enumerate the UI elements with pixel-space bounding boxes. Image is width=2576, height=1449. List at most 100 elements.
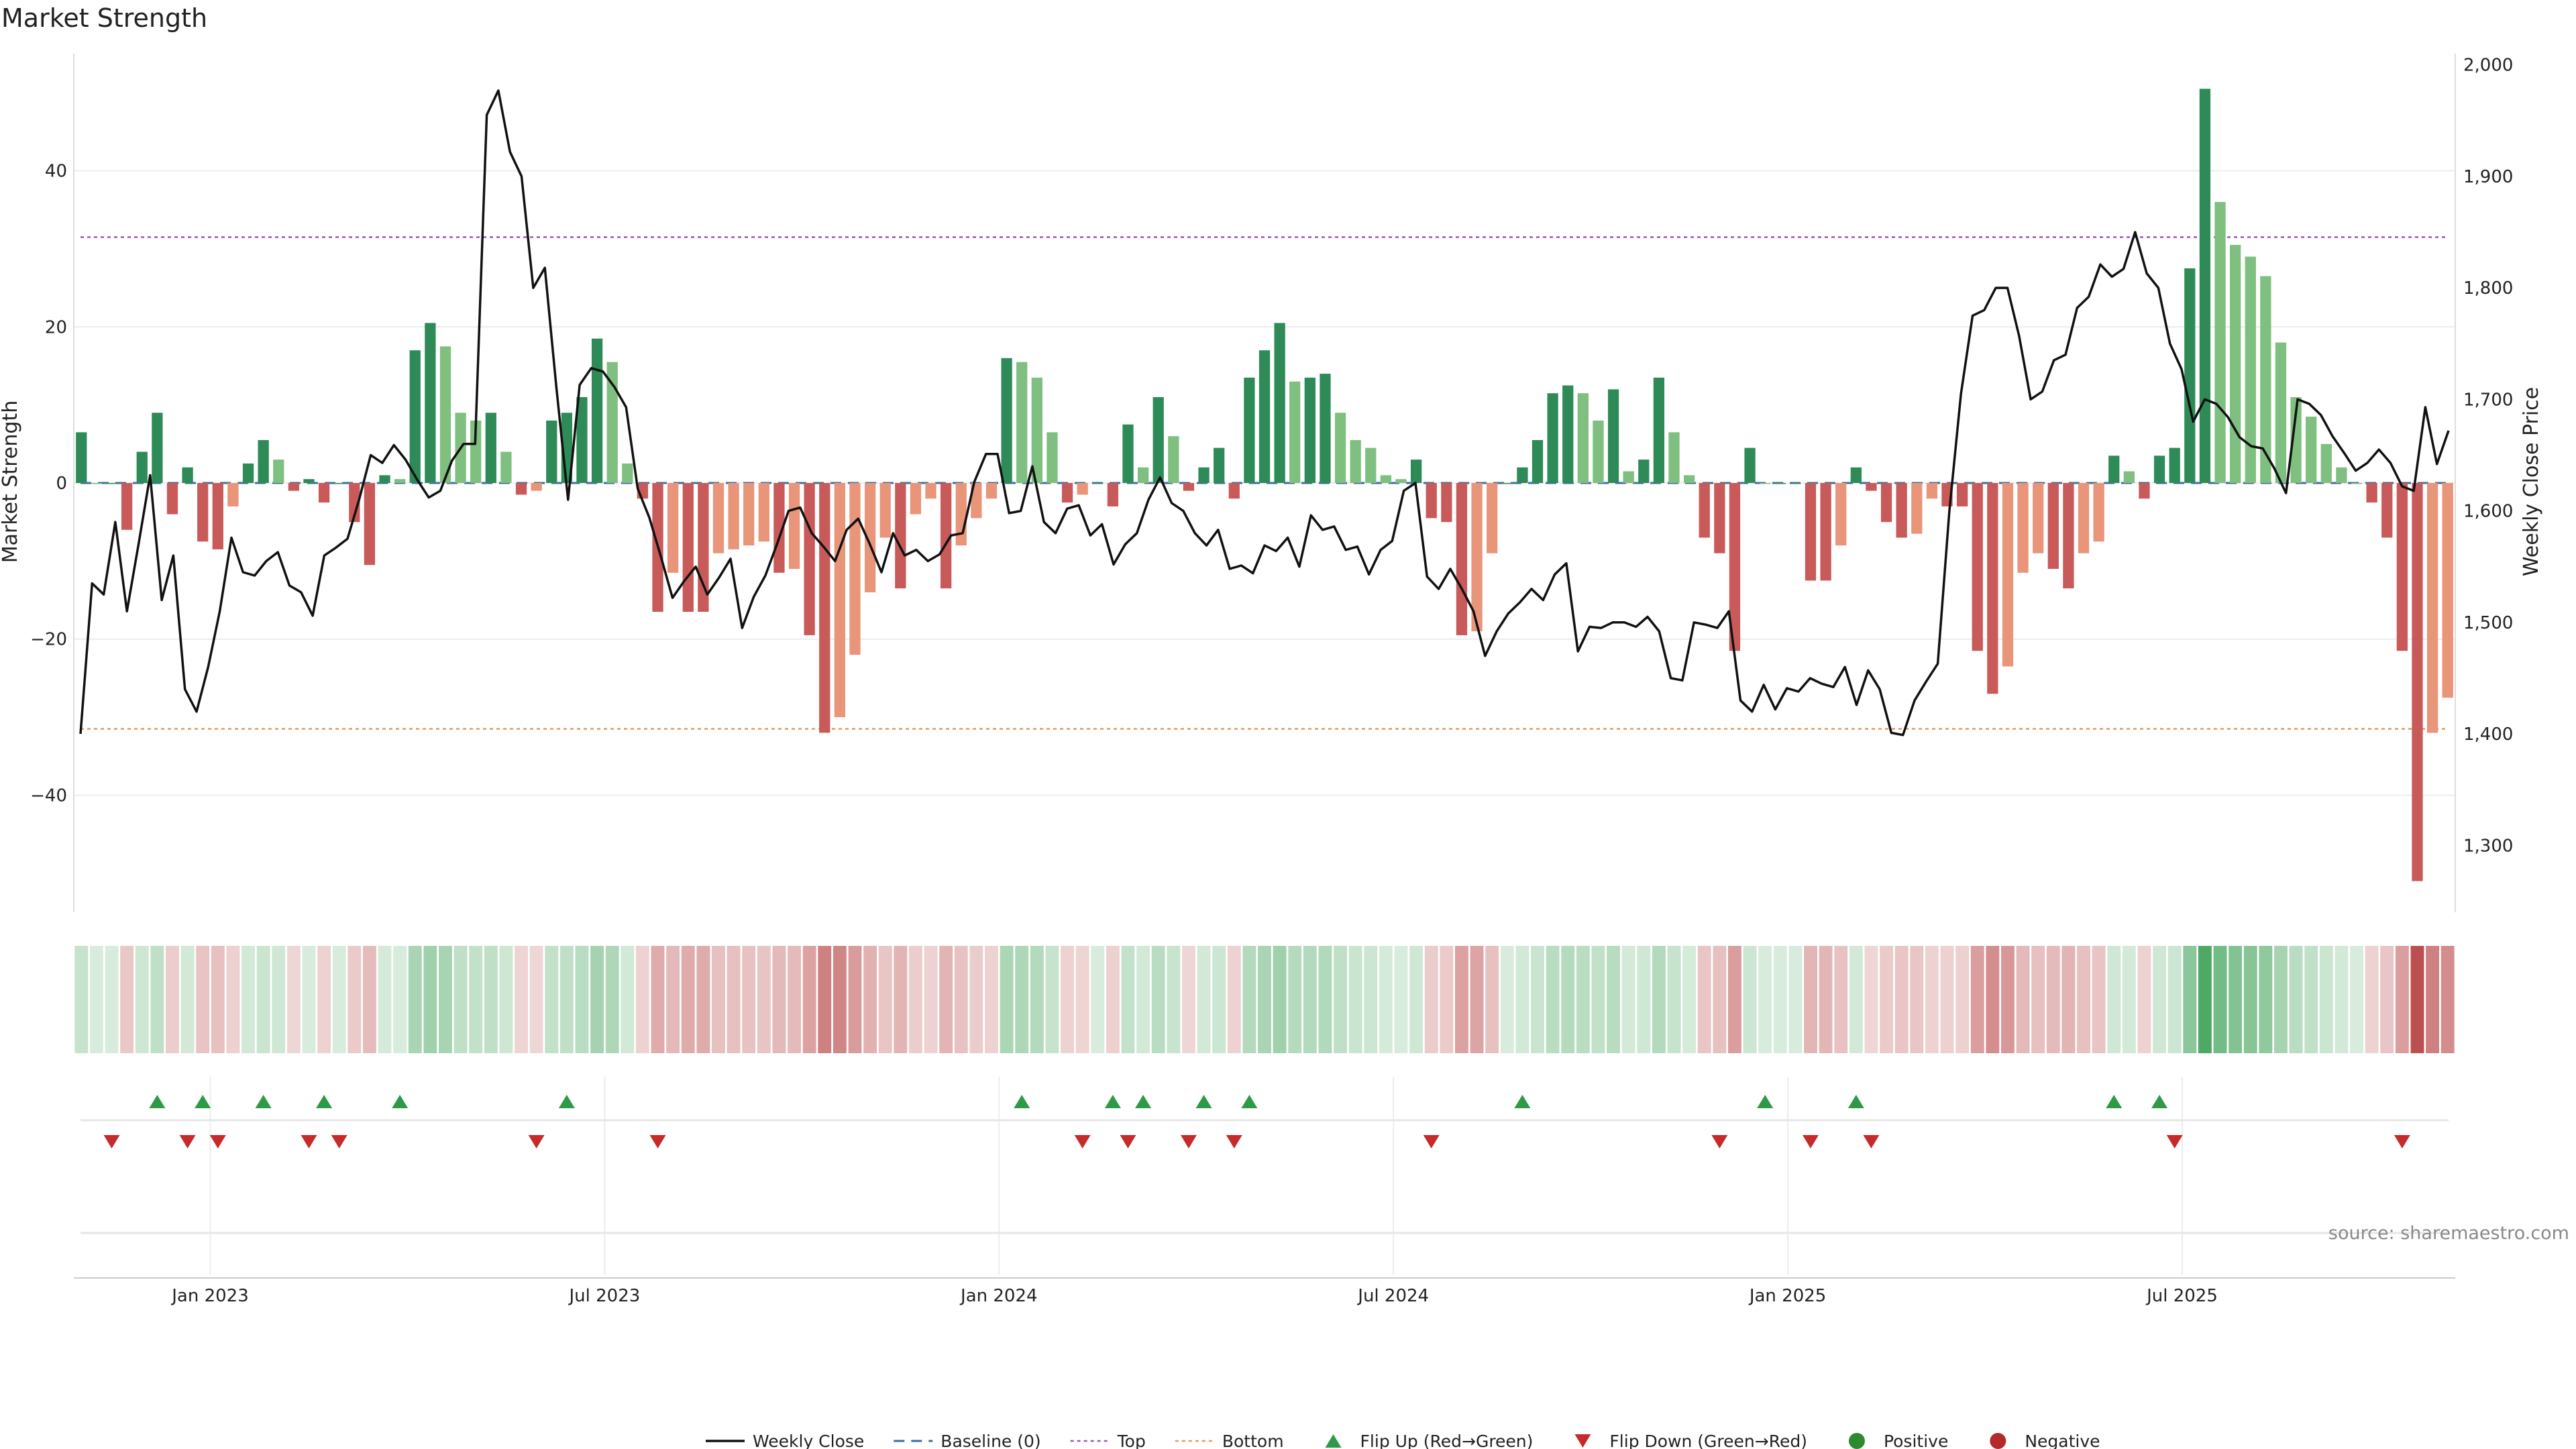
strength-bar bbox=[864, 483, 876, 592]
heat-cell bbox=[1515, 946, 1529, 1053]
flip-down-marker bbox=[1423, 1135, 1440, 1148]
heat-cell bbox=[924, 946, 938, 1053]
strength-bar bbox=[273, 460, 284, 483]
heat-cell bbox=[1273, 946, 1287, 1053]
heat-cell bbox=[863, 946, 877, 1053]
flip-up-marker bbox=[316, 1095, 333, 1108]
heat-cell bbox=[2274, 946, 2288, 1053]
strength-bar bbox=[2002, 483, 2014, 667]
heat-cell bbox=[1258, 946, 1271, 1053]
heat-cell bbox=[1788, 946, 1803, 1053]
strength-bar bbox=[2290, 397, 2302, 483]
strength-bar bbox=[1031, 377, 1042, 483]
y-tick-left: 0 bbox=[56, 474, 67, 494]
strength-bar bbox=[1456, 483, 1468, 635]
strength-bar bbox=[197, 483, 209, 542]
strength-bar bbox=[1380, 475, 1392, 483]
heat-cell bbox=[802, 946, 816, 1053]
strength-bar bbox=[2245, 256, 2256, 483]
strength-bar bbox=[2093, 483, 2104, 542]
strength-bar bbox=[1137, 467, 1149, 483]
heat-cell bbox=[1864, 946, 1878, 1053]
heat-cell bbox=[2198, 946, 2212, 1053]
strength-bar bbox=[1152, 397, 1164, 483]
heat-cell bbox=[2304, 946, 2318, 1053]
heat-cell bbox=[423, 946, 437, 1053]
heat-cell bbox=[1925, 946, 1939, 1053]
heat-cell bbox=[2122, 946, 2136, 1053]
heat-cell bbox=[1015, 946, 1029, 1053]
strength-bar bbox=[425, 323, 436, 483]
strength-bar bbox=[925, 483, 936, 499]
heat-cell bbox=[74, 946, 89, 1053]
heat-cell bbox=[969, 946, 983, 1053]
heat-cell bbox=[1652, 946, 1666, 1053]
heat-cell bbox=[1607, 946, 1621, 1053]
strength-bar bbox=[2336, 467, 2347, 483]
heat-cell bbox=[2016, 946, 2030, 1053]
heat-cell bbox=[2229, 946, 2243, 1053]
flip-down-marker bbox=[2394, 1135, 2410, 1148]
flip-down-marker bbox=[103, 1135, 120, 1148]
heat-cell bbox=[1894, 946, 1909, 1053]
strength-bar bbox=[2229, 245, 2241, 483]
heat-cell bbox=[1409, 946, 1424, 1053]
heat-cell bbox=[1212, 946, 1226, 1053]
x-tick-label: Jul 2023 bbox=[568, 1286, 640, 1306]
strength-bar bbox=[2169, 447, 2180, 483]
strength-bar bbox=[2260, 276, 2271, 483]
heat-cell bbox=[196, 946, 210, 1053]
heat-cell bbox=[453, 946, 468, 1053]
strength-bar bbox=[258, 440, 269, 483]
flip-up-marker bbox=[149, 1095, 166, 1108]
strength-bar bbox=[1517, 467, 1528, 483]
strength-bar bbox=[531, 483, 542, 491]
flip-up-marker bbox=[2151, 1095, 2168, 1108]
strength-bar bbox=[2199, 89, 2211, 483]
heat-cell bbox=[1682, 946, 1697, 1053]
flip-up-marker bbox=[255, 1095, 272, 1108]
heat-cell bbox=[2350, 946, 2363, 1053]
heat-cell bbox=[908, 946, 922, 1053]
strength-bar bbox=[106, 483, 117, 484]
heat-cell bbox=[2046, 946, 2060, 1053]
heat-cell bbox=[120, 946, 134, 1053]
strength-bar bbox=[1714, 483, 1725, 553]
legend-swatch-flip-down bbox=[1574, 1434, 1591, 1448]
strength-bar bbox=[1820, 483, 1831, 581]
heat-cell bbox=[1364, 946, 1378, 1053]
strength-bar bbox=[788, 483, 800, 569]
heat-cell bbox=[712, 946, 725, 1053]
flip-up-marker bbox=[1014, 1095, 1030, 1108]
heat-cell bbox=[1030, 946, 1044, 1053]
heat-cell bbox=[2289, 946, 2303, 1053]
heat-cell bbox=[1743, 946, 1757, 1053]
heat-cell bbox=[2153, 946, 2167, 1053]
strength-bar bbox=[2123, 471, 2135, 483]
heat-cell bbox=[272, 946, 286, 1053]
strength-bar bbox=[2139, 483, 2150, 499]
strength-bar bbox=[1593, 420, 1604, 483]
heat-cell bbox=[848, 946, 862, 1053]
heat-cell bbox=[2031, 946, 2045, 1053]
flip-down-marker bbox=[1180, 1135, 1197, 1148]
heat-cell bbox=[878, 946, 892, 1053]
y-tick-right: 1,900 bbox=[2463, 167, 2513, 187]
strength-bar bbox=[879, 483, 891, 538]
heat-cell bbox=[788, 946, 801, 1053]
strength-bar bbox=[773, 483, 785, 573]
heat-cell bbox=[1531, 946, 1544, 1053]
heat-cell bbox=[2365, 946, 2379, 1053]
heat-cell bbox=[2334, 946, 2349, 1053]
strength-bar bbox=[485, 413, 496, 483]
strength-bar bbox=[1016, 362, 1028, 483]
heat-cell bbox=[2319, 946, 2333, 1053]
flip-down-marker bbox=[301, 1135, 317, 1148]
heat-cell bbox=[439, 946, 452, 1053]
heat-cell bbox=[742, 946, 756, 1053]
legend-label: Top bbox=[1117, 1432, 1146, 1449]
heat-cell bbox=[1576, 946, 1590, 1053]
source-credit: source: sharemaestro.com bbox=[2328, 1223, 2569, 1244]
strength-bar bbox=[515, 483, 527, 495]
strength-bar bbox=[212, 483, 223, 549]
